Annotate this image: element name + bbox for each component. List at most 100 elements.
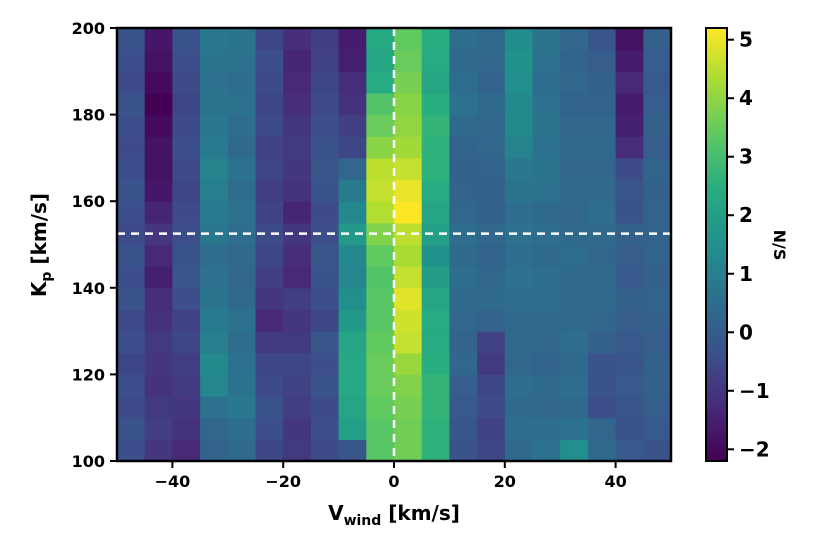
heatmap-cell xyxy=(227,244,257,267)
heatmap-cell xyxy=(255,114,284,137)
y-tick-label: 160 xyxy=(72,192,105,211)
heatmap-cell xyxy=(394,201,423,224)
heatmap-cell xyxy=(255,266,284,289)
x-axis-label-unit: [km/s] xyxy=(381,501,460,525)
heatmap-cell xyxy=(310,331,340,354)
heatmap-cell xyxy=(615,179,644,202)
heatmap-cell xyxy=(504,201,534,224)
heatmap-cell xyxy=(449,287,478,311)
heatmap-cell xyxy=(449,352,478,375)
heatmap-cell xyxy=(366,374,395,397)
heatmap-cell xyxy=(587,157,617,181)
heatmap-cell xyxy=(172,222,201,246)
heatmap-cell xyxy=(310,396,340,419)
heatmap-cell xyxy=(394,417,423,440)
heatmap-cell xyxy=(477,92,506,116)
heatmap-cell xyxy=(338,157,367,181)
heatmap-cell xyxy=(227,396,257,419)
heatmap-cell xyxy=(366,331,395,354)
heatmap-cell xyxy=(200,352,229,375)
heatmap-cell xyxy=(172,309,201,332)
heatmap-cell xyxy=(504,28,534,51)
heatmap-cell xyxy=(504,49,534,72)
heatmap-cell xyxy=(144,352,173,375)
heatmap-cell xyxy=(338,352,367,375)
heatmap-cell xyxy=(310,244,340,267)
heatmap-cell xyxy=(587,201,617,224)
heatmap-cell xyxy=(532,396,561,419)
colorbar-tick-label: 0 xyxy=(739,320,753,344)
heatmap-cell xyxy=(338,222,367,246)
x-axis-label-sub: wind xyxy=(344,513,382,529)
heatmap-cell xyxy=(394,352,423,375)
heatmap-cell xyxy=(255,157,284,181)
heatmap-cell xyxy=(117,266,146,289)
heatmap-cell xyxy=(532,352,561,375)
heatmap-cell xyxy=(310,439,340,461)
heatmap-cell xyxy=(587,244,617,267)
heatmap-cell xyxy=(117,114,146,137)
heatmap-cell xyxy=(615,309,644,332)
heatmap-cell xyxy=(532,201,561,224)
heatmap-cell xyxy=(200,49,229,72)
heatmap-cell xyxy=(366,157,395,181)
heatmap-cell xyxy=(643,71,671,94)
colorbar xyxy=(705,27,728,462)
heatmap-cell xyxy=(172,352,201,375)
heatmap-cell xyxy=(421,28,450,51)
heatmap-cell xyxy=(338,439,367,461)
heatmap-cell xyxy=(310,374,340,397)
heatmap-cell xyxy=(338,92,367,116)
heatmap-cell xyxy=(394,309,423,332)
heatmap-cell xyxy=(172,244,201,267)
colorbar-tick-label: 4 xyxy=(739,86,753,110)
heatmap-cell xyxy=(227,222,257,246)
heatmap-cell xyxy=(283,266,312,289)
heatmap-cell xyxy=(255,439,284,461)
heatmap-cell xyxy=(477,439,506,461)
heatmap-cell xyxy=(421,71,450,94)
heatmap-cell xyxy=(615,71,644,94)
heatmap-cell xyxy=(283,157,312,181)
heatmap-cell xyxy=(504,309,534,332)
heatmap-cell xyxy=(255,244,284,267)
heatmap-cell xyxy=(504,222,534,246)
heatmap-cell xyxy=(255,352,284,375)
heatmap-cell xyxy=(366,201,395,224)
colorbar-tick-label: 5 xyxy=(739,28,753,52)
heatmap-cell xyxy=(394,157,423,181)
heatmap-cell xyxy=(615,201,644,224)
heatmap-cell xyxy=(421,439,450,461)
heatmap-cell xyxy=(227,266,257,289)
heatmap-cell xyxy=(255,201,284,224)
heatmap-cell xyxy=(172,396,201,419)
heatmap-cell xyxy=(532,331,561,354)
heatmap-cell xyxy=(117,417,146,440)
heatmap-cell xyxy=(449,244,478,267)
heatmap-cell xyxy=(449,179,478,202)
heatmap-cell xyxy=(532,417,561,440)
heatmap-cell xyxy=(449,222,478,246)
heatmap-cell xyxy=(117,352,146,375)
heatmap-cell xyxy=(421,396,450,419)
heatmap-cell xyxy=(421,92,450,116)
heatmap-cell xyxy=(172,179,201,202)
heatmap-cell xyxy=(560,287,589,311)
heatmap-cell xyxy=(504,331,534,354)
colorbar-label: N/S xyxy=(770,230,789,261)
heatmap-cell xyxy=(560,114,589,137)
heatmap-cell xyxy=(643,136,671,159)
heatmap-cell xyxy=(587,374,617,397)
heatmap-cell xyxy=(255,222,284,246)
heatmap-cell xyxy=(421,287,450,311)
heatmap-cell xyxy=(255,331,284,354)
heatmap-cell xyxy=(144,309,173,332)
heatmap-cell xyxy=(394,28,423,51)
heatmap-cell xyxy=(283,309,312,332)
colorbar-tick-label: 1 xyxy=(739,262,753,286)
heatmap-cell xyxy=(200,244,229,267)
heatmap-cell xyxy=(117,179,146,202)
heatmap-cell xyxy=(421,222,450,246)
heatmap-cell xyxy=(144,374,173,397)
heatmap-cell xyxy=(200,201,229,224)
